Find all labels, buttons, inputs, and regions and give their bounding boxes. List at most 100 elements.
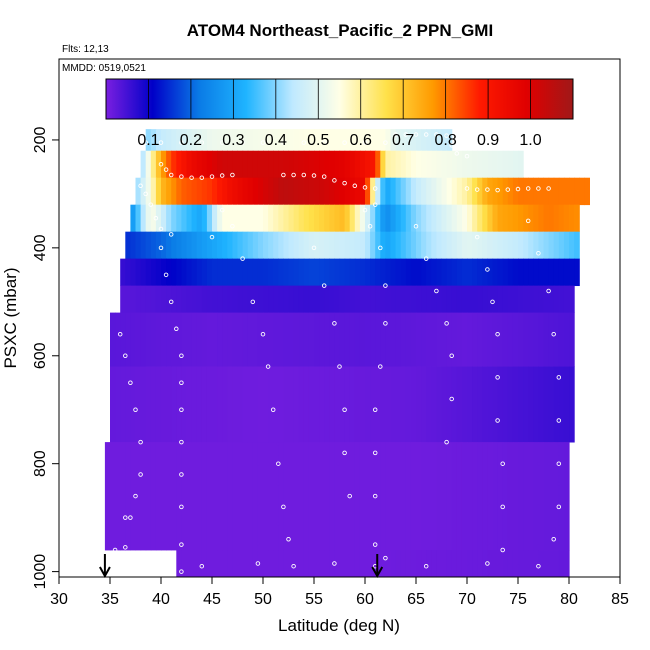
heatmap-cell xyxy=(135,231,142,260)
heatmap-cell xyxy=(257,231,264,260)
x-tick-label: 50 xyxy=(254,591,272,608)
heatmap-cell xyxy=(130,231,137,260)
heatmap-cell xyxy=(242,550,249,578)
heatmap-cell xyxy=(268,150,274,179)
heatmap-cell xyxy=(548,177,555,206)
colorbar-labels: 0.1 0.2 0.3 0.4 0.5 0.6 0.7 0.8 0.9 1.0 xyxy=(137,132,541,149)
heatmap-cell xyxy=(477,204,483,233)
heatmap-cell xyxy=(523,177,529,206)
heatmap-cell xyxy=(288,285,295,314)
heatmap-cell xyxy=(161,231,167,260)
heatmap-cell xyxy=(523,312,529,367)
heatmap-cell xyxy=(507,442,514,551)
heatmap-cell xyxy=(512,177,519,206)
heatmap-cell xyxy=(410,231,417,260)
heatmap-cell xyxy=(181,442,188,551)
heatmap-cell xyxy=(150,312,157,367)
heatmap-cell xyxy=(206,550,213,578)
heatmap-cell xyxy=(303,231,310,260)
heatmap-cell xyxy=(461,550,468,578)
heatmap-cell xyxy=(492,231,499,260)
heatmap-cell xyxy=(431,177,437,206)
track-point xyxy=(495,187,500,193)
heatmap-cell xyxy=(217,285,223,314)
heatmap-cell xyxy=(247,258,254,287)
heatmap-cell xyxy=(416,129,422,152)
track-point xyxy=(556,418,562,423)
heatmap-cell xyxy=(461,285,468,314)
heatmap-cell xyxy=(497,285,504,314)
heatmap-cell xyxy=(467,150,473,179)
heatmap-cell xyxy=(410,285,417,314)
heatmap-cell xyxy=(426,442,432,551)
heatmap-cell xyxy=(502,258,509,287)
heatmap-cell xyxy=(528,442,534,551)
heatmap-cell xyxy=(171,312,177,367)
heatmap-cell xyxy=(339,312,346,367)
track-point xyxy=(143,191,148,197)
heatmap-cell xyxy=(416,258,422,287)
heatmap-cell xyxy=(482,231,488,260)
heatmap-cell xyxy=(553,550,560,578)
heatmap-cell xyxy=(405,150,412,179)
y-tick-label: 400 xyxy=(32,234,49,261)
heatmap-cell xyxy=(400,204,407,233)
heatmap-cell xyxy=(171,442,177,551)
heatmap-cell xyxy=(339,231,346,260)
heatmap-cell xyxy=(145,285,152,314)
heatmap-cell xyxy=(533,204,539,233)
heatmap-cell xyxy=(477,312,483,367)
heatmap-cell xyxy=(283,150,290,179)
heatmap-cell xyxy=(120,312,126,367)
heatmap-cell xyxy=(329,442,335,551)
colorbar-tick-label: 0.5 xyxy=(307,132,329,149)
heatmap-cell xyxy=(263,550,269,578)
heatmap-cell xyxy=(237,312,244,367)
heatmap-cell xyxy=(212,550,218,578)
heatmap-cell xyxy=(538,366,545,443)
heatmap-cell xyxy=(365,129,371,152)
heatmap-cell xyxy=(512,204,519,233)
heatmap-cell xyxy=(293,285,300,314)
heatmap-cell xyxy=(349,312,356,367)
heatmap-cell xyxy=(461,258,468,287)
heatmap-cell xyxy=(324,285,330,314)
colorbar xyxy=(105,78,574,120)
heatmap-cell xyxy=(150,231,157,260)
heatmap-cell xyxy=(242,442,249,551)
track-point xyxy=(209,234,215,240)
heatmap-cell xyxy=(385,366,392,443)
heatmap-cell xyxy=(212,204,218,233)
heatmap-cell xyxy=(492,312,499,367)
heatmap-cell xyxy=(339,177,346,206)
heatmap-cell xyxy=(293,550,300,578)
heatmap-cell xyxy=(487,442,494,551)
heatmap-cell xyxy=(395,129,402,152)
x-tick-label: 40 xyxy=(152,591,170,608)
heatmap-cell xyxy=(232,129,239,152)
track-point xyxy=(372,450,378,456)
track-point xyxy=(158,140,164,145)
heatmap-cell xyxy=(293,150,300,179)
heatmap-cell xyxy=(553,285,560,314)
heatmap-cell xyxy=(563,177,570,206)
heatmap-cell xyxy=(217,150,223,179)
heatmap-cell xyxy=(487,258,494,287)
heatmap-cell xyxy=(206,366,213,443)
heatmap-cell xyxy=(410,442,417,551)
track-point xyxy=(168,299,174,305)
heatmap-cell xyxy=(150,177,157,206)
heatmap-cell xyxy=(308,442,315,551)
heatmap-cell xyxy=(125,312,131,367)
heatmap-cell xyxy=(196,312,203,367)
heatmap-cell xyxy=(558,285,565,314)
heatmap-cell xyxy=(242,366,249,443)
heatmap-cell xyxy=(237,150,244,179)
heatmap-cell xyxy=(563,366,570,443)
heatmap-cell xyxy=(166,312,172,367)
heatmap-cell xyxy=(293,231,300,260)
heatmap-cell xyxy=(370,150,376,179)
heatmap-cell xyxy=(410,204,417,233)
heatmap-cell xyxy=(385,129,392,152)
